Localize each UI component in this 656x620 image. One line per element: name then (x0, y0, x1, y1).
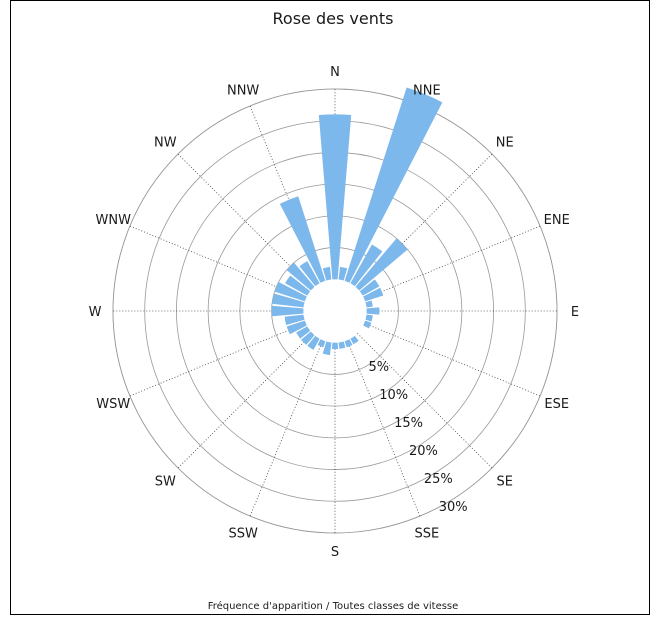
labels-layer: N NNE NE ENE E ESE SE SSE S SSW SW WSW W WNW NW NNW 5% 10… (89, 65, 580, 560)
direction-label-n: N (330, 65, 340, 80)
ring-label-6: 30% (439, 500, 468, 515)
center-hole (304, 280, 366, 342)
bar-sector-15 (338, 341, 346, 349)
bar-sector-29 (299, 261, 320, 287)
bar-sector-2 (344, 87, 443, 283)
bar-sector-10 (363, 320, 372, 329)
ring-label-5: 25% (424, 472, 453, 487)
bar-sector-28 (286, 262, 315, 291)
bar-sector-5 (359, 279, 380, 296)
direction-label-se: SE (496, 475, 512, 490)
bars-layer (271, 87, 443, 356)
bar-sector-9 (365, 314, 373, 322)
bar-sector-13 (350, 335, 359, 345)
bar-sector-16 (331, 342, 339, 350)
bar-sector-17 (322, 341, 332, 356)
bar-sector-6 (363, 287, 384, 302)
direction-label-wsw: WSW (96, 397, 130, 412)
direction-label-w: W (89, 305, 102, 320)
bar-sector-22 (286, 320, 307, 335)
direction-label-sw: SW (155, 475, 176, 490)
direction-label-nw: NW (154, 135, 177, 150)
chart-title: Rose des vents (272, 9, 394, 28)
direction-label-ne: NE (496, 135, 514, 150)
ring-label-1: 5% (368, 360, 389, 375)
chart-caption: Fréquence d'apparition / Toutes classes … (207, 601, 459, 612)
bar-sector-21 (296, 326, 311, 339)
bar-sector-27 (285, 275, 311, 296)
bar-sector-8 (366, 307, 380, 315)
bar-sector-23 (284, 314, 305, 325)
grid-outer-ring (112, 88, 558, 534)
direction-label-e: E (571, 305, 579, 320)
bar-sector-25 (271, 293, 305, 308)
grid-layer (112, 88, 558, 534)
bar-sector-31 (322, 266, 332, 281)
direction-label-nnw: NNW (227, 83, 259, 98)
bar-sector-14 (344, 339, 353, 348)
direction-label-ssw: SSW (228, 527, 258, 542)
ring-label-3: 15% (394, 416, 423, 431)
direction-label-sse: SSE (414, 527, 439, 542)
direction-label-nne: NNE (413, 83, 441, 98)
direction-label-ese: ESE (544, 397, 569, 412)
direction-label-ene: ENE (544, 213, 570, 228)
bar-sector-1 (338, 266, 348, 281)
bar-sector-7 (365, 300, 373, 308)
center-hole-layer (304, 280, 366, 342)
bar-sector-4 (355, 238, 408, 291)
bar-sector-24 (271, 305, 304, 317)
bar-sector-0 (318, 114, 352, 280)
bar-sector-19 (307, 335, 320, 350)
bar-sector-20 (301, 331, 315, 345)
ring-label-2: 10% (379, 388, 408, 403)
ring-label-4: 20% (409, 444, 438, 459)
direction-label-s: S (331, 545, 339, 560)
bar-sector-18 (317, 339, 326, 348)
direction-label-wnw: WNW (96, 213, 132, 228)
bar-sector-30 (279, 196, 326, 283)
bar-sector-3 (350, 244, 383, 287)
bar-sector-26 (274, 281, 307, 302)
